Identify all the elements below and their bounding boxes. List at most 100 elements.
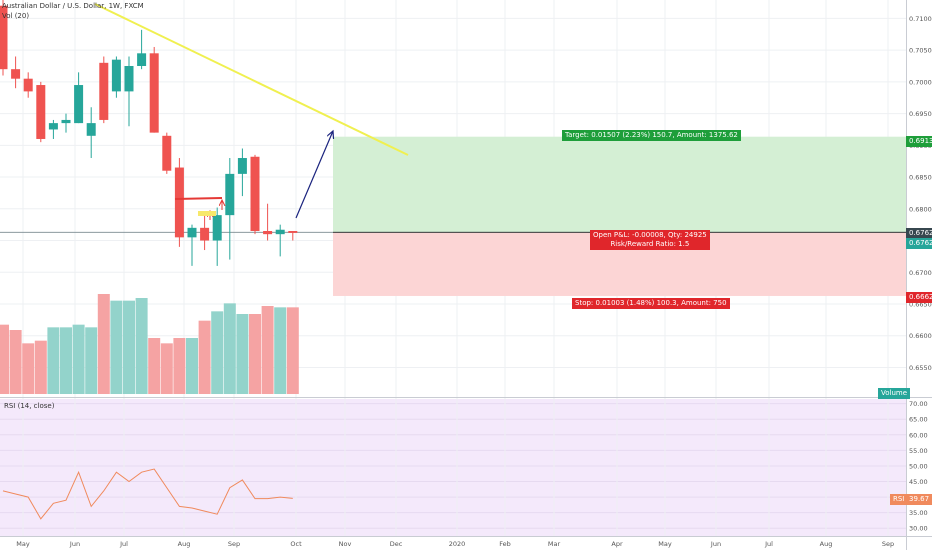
candle-body — [48, 123, 58, 130]
candle-body — [23, 78, 33, 92]
volume-bar — [223, 303, 236, 394]
rsi-indicator-label[interactable]: RSI (14, close) — [4, 402, 55, 410]
rsi-tick-label: 60.00 — [909, 431, 928, 439]
target-label: Target: 0.01507 (2.23%) 150.7, Amount: 1… — [562, 130, 741, 141]
volume-bar — [60, 327, 72, 394]
candle-body — [11, 69, 21, 79]
time-tick-label: Jul — [119, 540, 128, 548]
candle-body — [99, 62, 109, 120]
volume-bar — [72, 324, 85, 394]
target-zone — [333, 136, 906, 233]
candle-body — [74, 85, 84, 124]
volume-indicator-label[interactable]: Vol (20) — [2, 12, 30, 20]
candle-body — [288, 231, 298, 233]
volume-bar — [110, 300, 123, 394]
price-label-entry: 0.67629 — [906, 228, 932, 239]
rsi-tick-label: 70.00 — [909, 400, 928, 408]
projection-arrow — [295, 131, 333, 219]
price-label-stop: 0.66626 — [906, 292, 932, 303]
volume-bar — [97, 294, 110, 394]
volume-bar — [9, 330, 22, 394]
volume-bar — [249, 314, 261, 394]
volume-bar — [274, 307, 287, 394]
candlesticks — [0, 0, 298, 266]
time-tick-label: May — [16, 540, 30, 548]
rsi-line — [2, 468, 293, 520]
candle-body — [275, 229, 285, 235]
volume-bar — [236, 314, 249, 394]
volume-bar — [173, 338, 186, 394]
candle-body — [250, 156, 260, 231]
candle-body — [61, 119, 71, 124]
volume-bar — [211, 311, 224, 394]
candle-body — [212, 215, 222, 241]
candle-body — [263, 231, 273, 235]
rsi-tick-label: 35.00 — [909, 509, 928, 517]
volume-bar — [34, 340, 47, 394]
time-tick-label: Apr — [611, 540, 623, 548]
time-tick-label: Jun — [710, 540, 721, 548]
volume-badge: Volume — [878, 388, 911, 399]
rsi-tick-label: 50.00 — [909, 462, 928, 470]
time-tick-label: Dec — [390, 540, 403, 548]
time-tick-label: May — [658, 540, 672, 548]
candle-body — [36, 85, 46, 139]
time-tick-label: Sep — [228, 540, 240, 548]
volume-bar — [261, 306, 274, 394]
time-tick-label: Jun — [69, 540, 80, 548]
rsi-tick-label: 30.00 — [909, 525, 928, 533]
volume-bar — [123, 300, 135, 394]
volume-bar — [148, 338, 161, 394]
candle-body — [149, 53, 159, 133]
drawings[interactable] — [174, 131, 333, 220]
time-tick-label: Jul — [764, 540, 773, 548]
candle-body — [174, 167, 184, 238]
candle-body — [0, 5, 8, 70]
volume-bar — [0, 324, 9, 394]
time-tick-label: Nov — [339, 540, 352, 548]
time-tick-label: Sep — [882, 540, 894, 548]
time-tick-label: Oct — [290, 540, 302, 548]
time-tick-label: Mar — [548, 540, 561, 548]
trendline-layer[interactable] — [94, 3, 409, 156]
volume-bar — [186, 338, 198, 394]
pnl-rr-label: Open P&L: -0.00008, Qty: 24925 Risk/Rewa… — [590, 230, 710, 250]
volume-bar — [47, 327, 60, 394]
rsi-pane-background — [0, 399, 906, 536]
candle-body — [237, 158, 247, 174]
stop-label: Stop: 0.01003 (1.48%) 100.3, Amount: 750 — [572, 298, 730, 309]
price-tick-label: 0.65500 — [909, 364, 932, 372]
volume-bar — [85, 327, 98, 394]
volume-bar — [286, 307, 299, 394]
candle-body — [124, 66, 134, 92]
red-marker-line — [174, 197, 223, 200]
volume-bar — [160, 343, 173, 394]
rsi-tick-label: 55.00 — [909, 447, 928, 455]
yellow-trendline — [94, 3, 409, 156]
yellow-highlight — [198, 211, 216, 216]
open-pnl-text: Open P&L: -0.00008, Qty: 24925 — [593, 231, 707, 239]
symbol-title: Australian Dollar / U.S. Dollar, 1W, FXC… — [2, 2, 144, 10]
volume-bar — [22, 343, 35, 394]
rsi-badge: RSI — [890, 494, 908, 505]
volume-bar — [198, 320, 211, 394]
candle-body — [137, 53, 147, 66]
time-tick-label: 2020 — [449, 540, 466, 548]
candle-body — [162, 135, 172, 171]
rsi-tick-label: 45.00 — [909, 478, 928, 486]
time-tick-label: Aug — [178, 540, 191, 548]
candle-body — [225, 173, 235, 216]
rsi-value-label: 39.67 — [906, 494, 932, 505]
volume-bars — [0, 294, 299, 394]
volume-bar — [135, 298, 148, 394]
